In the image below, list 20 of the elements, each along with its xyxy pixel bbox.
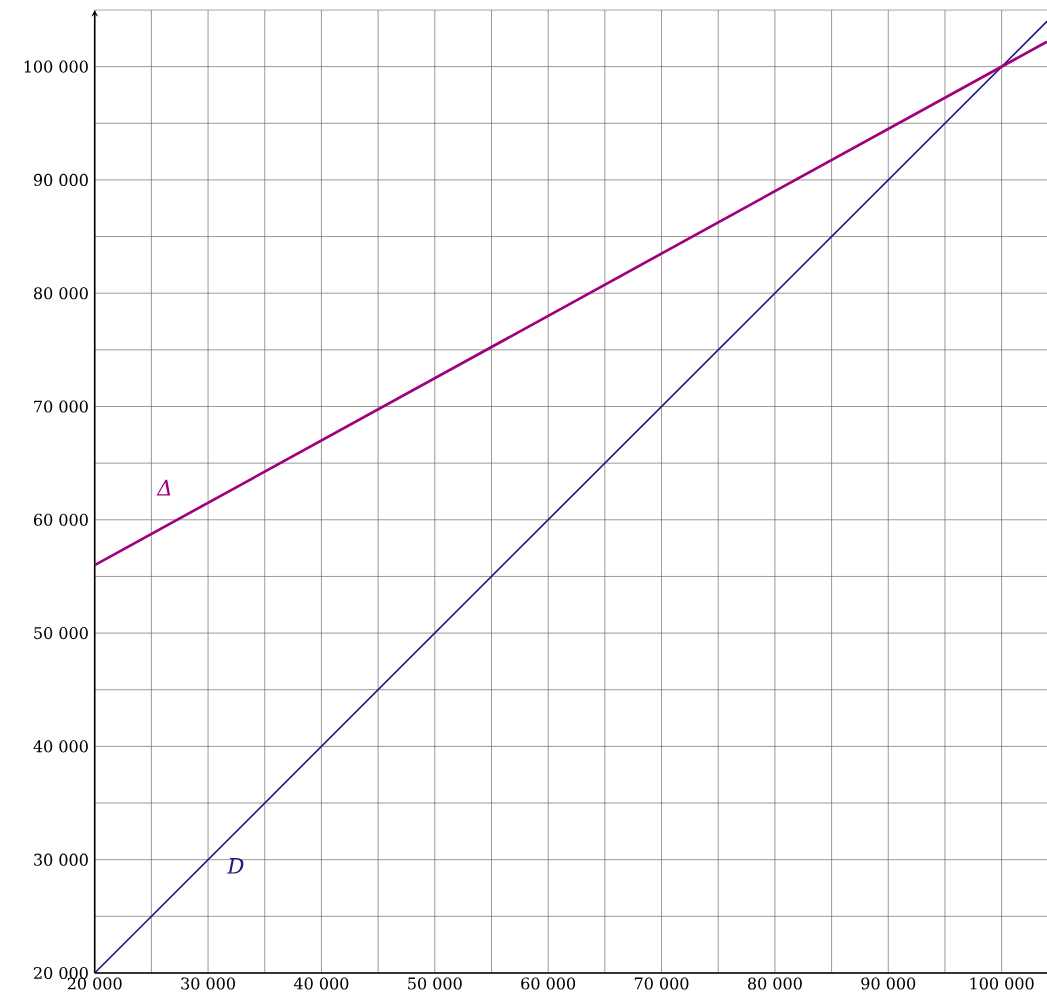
x-tick-label: 70 000: [634, 977, 689, 990]
series-label: Δ: [156, 479, 171, 496]
x-tick-label: 30 000: [181, 977, 235, 990]
y-tick-label: 60 000: [33, 513, 88, 526]
x-tick-label: 60 000: [521, 977, 576, 990]
y-tick-label: 100 000: [24, 60, 88, 73]
y-tick-label: 40 000: [33, 740, 88, 753]
y-tick-label: 70 000: [34, 400, 88, 413]
y-tick-label: 20 000: [34, 966, 88, 979]
y-tick-label: 80 000: [33, 287, 88, 300]
x-tick-label: 80 000: [747, 977, 802, 990]
x-tick-label: 40 000: [293, 977, 349, 990]
y-tick-label: 50 000: [34, 626, 88, 639]
y-tick-label: 90 000: [33, 173, 88, 186]
x-tick-label: 20 000: [67, 977, 122, 990]
x-tick-label: 90 000: [861, 977, 916, 990]
x-tick-label: 50 000: [408, 977, 462, 990]
y-tick-label: 30 000: [34, 853, 88, 866]
x-tick-label: 100 000: [970, 977, 1034, 990]
series-label: D: [226, 857, 244, 874]
